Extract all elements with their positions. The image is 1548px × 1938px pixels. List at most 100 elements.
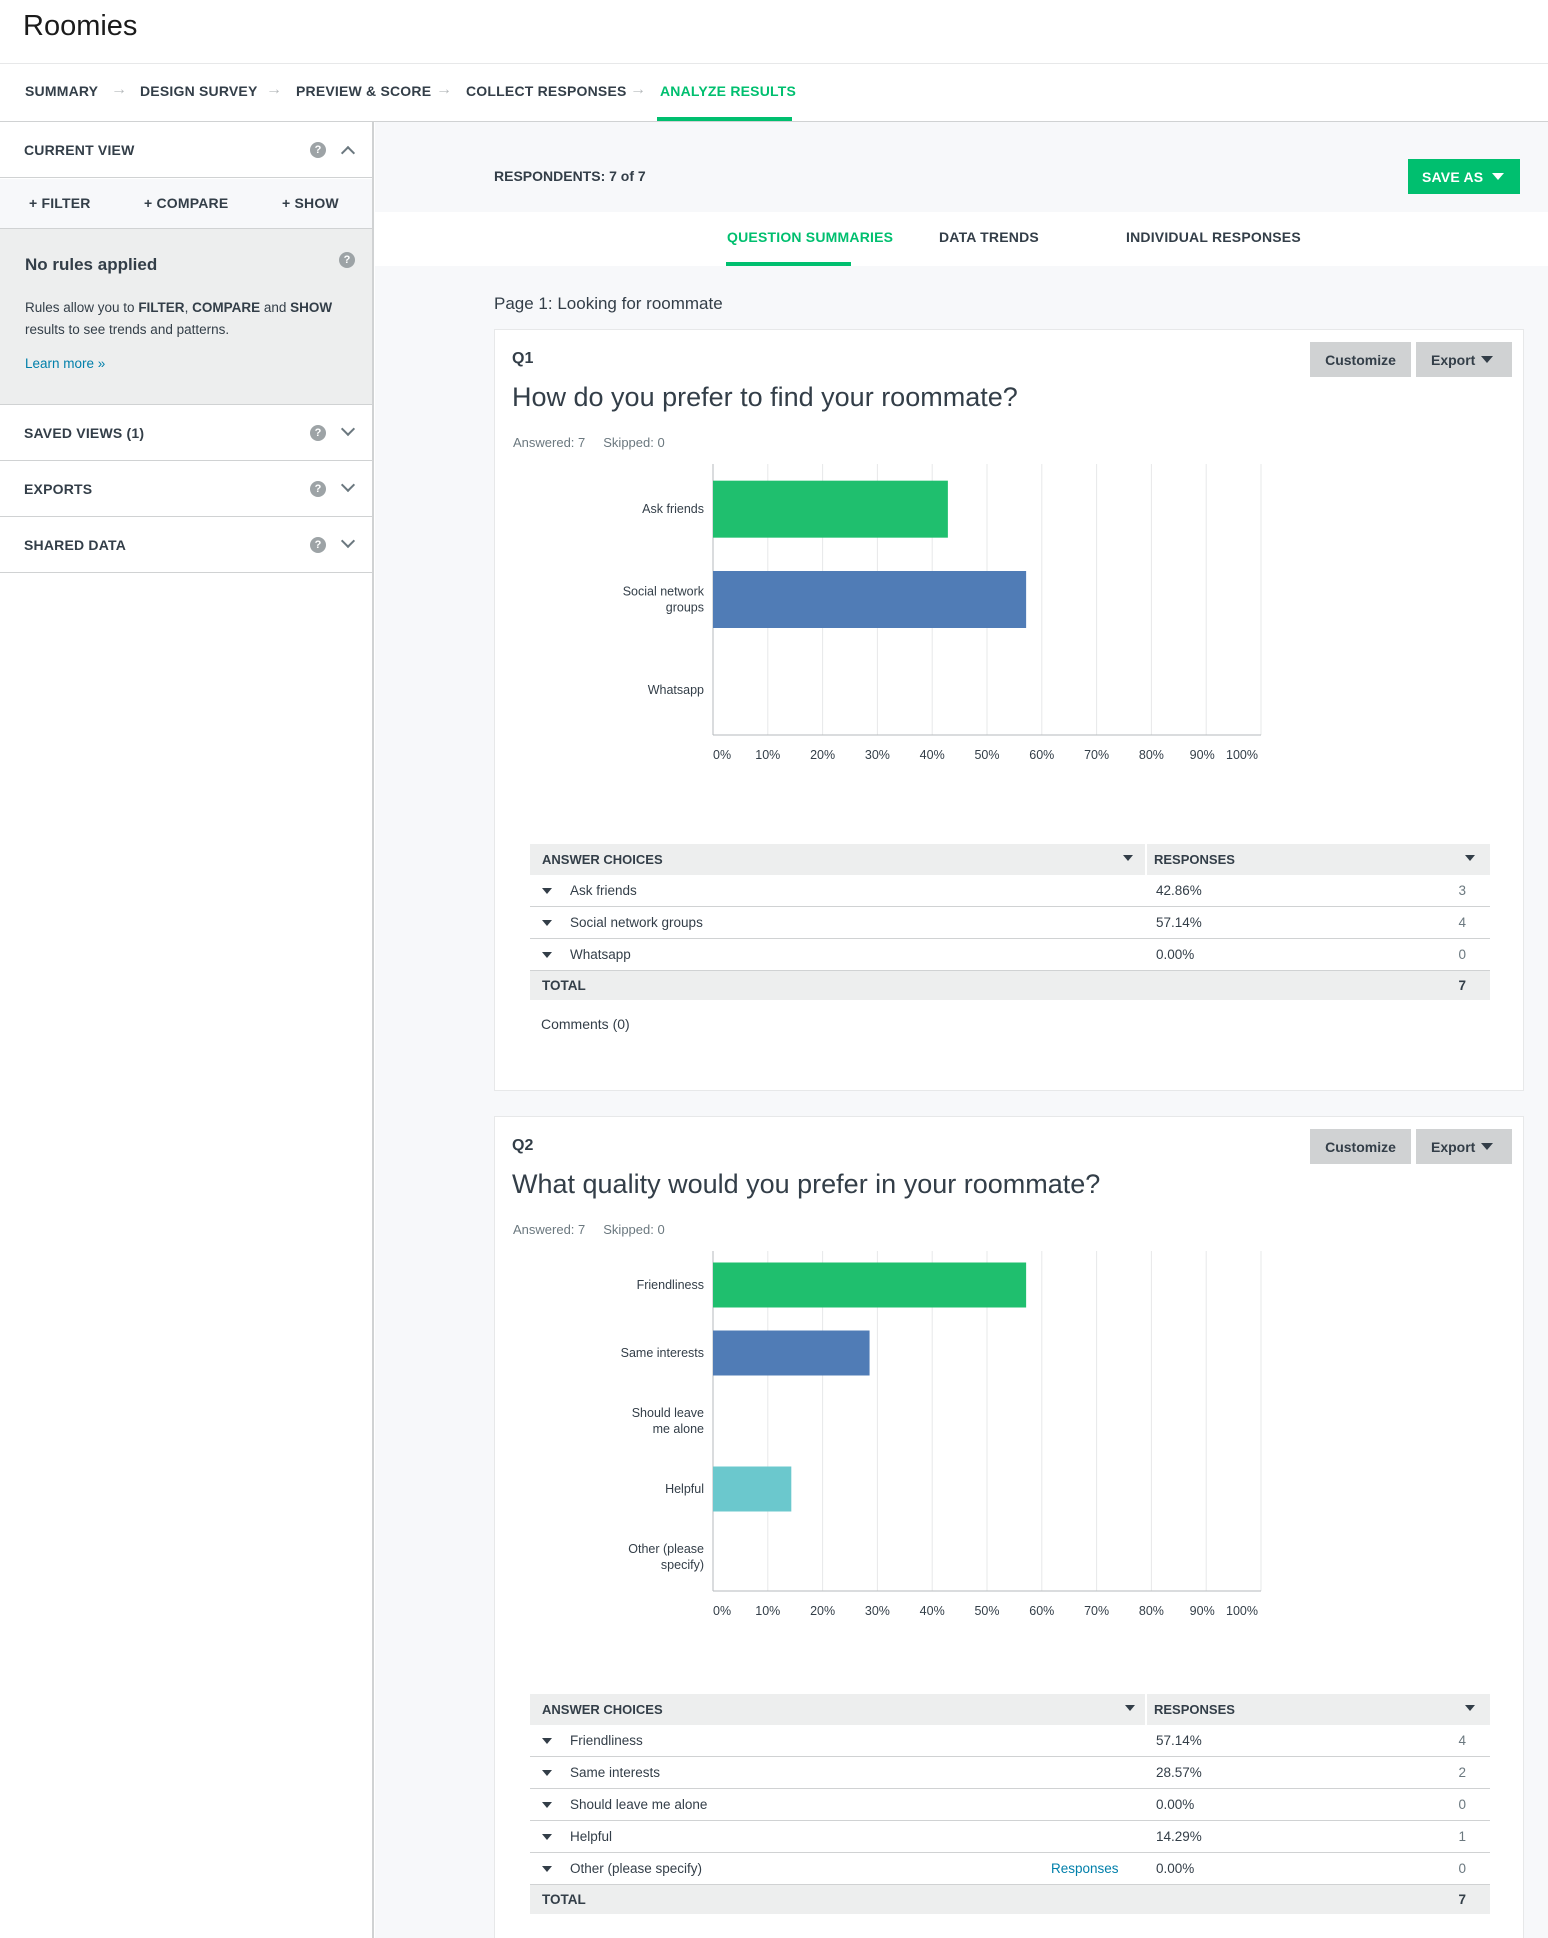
tick-label: 0%	[713, 1604, 731, 1618]
export-button[interactable]: Export	[1416, 342, 1512, 377]
add-compare-button[interactable]: + COMPARE	[144, 195, 229, 211]
sidebar: CURRENT VIEW ? + FILTER + COMPARE + SHOW…	[0, 122, 374, 1938]
customize-button[interactable]: Customize	[1310, 342, 1411, 377]
sort-caret-icon[interactable]	[1125, 1705, 1135, 1711]
caret-down-icon	[1481, 1143, 1493, 1150]
category-label-line: Social network	[623, 585, 705, 599]
customize-button[interactable]: Customize	[1310, 1129, 1411, 1164]
add-filter-button[interactable]: + FILTER	[29, 195, 91, 211]
category-label: Friendliness	[637, 1278, 704, 1292]
step-collect-responses[interactable]: COLLECT RESPONSES	[466, 83, 627, 99]
column-header-answer-choices[interactable]: ANSWER CHOICES	[542, 1702, 663, 1717]
chevron-down-icon[interactable]	[340, 421, 356, 437]
response-percent: 57.14%	[1156, 1733, 1202, 1748]
expand-caret-icon[interactable]	[542, 888, 552, 894]
question-number: Q2	[512, 1137, 534, 1154]
sort-caret-icon[interactable]	[1465, 1705, 1475, 1711]
saved-views-section[interactable]: SAVED VIEWS (1) ?	[0, 405, 372, 461]
tab-individual-responses[interactable]: INDIVIDUAL RESPONSES	[1126, 229, 1301, 245]
table-row: Ask friends 42.86% 3	[530, 875, 1490, 907]
column-header-responses[interactable]: RESPONSES	[1154, 1702, 1235, 1717]
total-label: TOTAL	[542, 978, 586, 993]
bar	[713, 480, 948, 538]
response-count: 1	[1458, 1829, 1466, 1844]
bar	[713, 1466, 792, 1512]
response-percent: 57.14%	[1156, 915, 1202, 930]
table-row: Should leave me alone 0.00% 0	[530, 1789, 1490, 1821]
learn-more-link[interactable]: Learn more »	[25, 356, 106, 371]
answer-choice: Social network groups	[570, 915, 703, 930]
category-label-line: groups	[666, 601, 704, 615]
bar	[713, 1262, 1027, 1308]
table-total-row: TOTAL 7	[530, 1885, 1490, 1914]
expand-caret-icon[interactable]	[542, 1834, 552, 1840]
tick-label: 50%	[974, 1604, 999, 1618]
add-show-button[interactable]: + SHOW	[282, 195, 339, 211]
step-analyze-results[interactable]: ANALYZE RESULTS	[660, 83, 797, 99]
question-title: How do you prefer to find your roommate?	[512, 382, 1018, 412]
tick-label: 0%	[713, 748, 731, 762]
step-preview-score[interactable]: PREVIEW & SCORE	[296, 83, 432, 99]
column-header-responses[interactable]: RESPONSES	[1154, 852, 1235, 867]
column-header-answer-choices[interactable]: ANSWER CHOICES	[542, 852, 663, 867]
tick-label: 10%	[755, 1604, 780, 1618]
chevron-down-icon[interactable]	[340, 533, 356, 549]
tab-data-trends[interactable]: DATA TRENDS	[939, 229, 1039, 245]
table-total-row: TOTAL 7	[530, 971, 1490, 1000]
table-row: Same interests 28.57% 2	[530, 1757, 1490, 1789]
rules-description: Rules allow you to FILTER, COMPARE and S…	[25, 300, 333, 337]
arrow-right-icon: →	[630, 81, 646, 98]
column-divider	[1145, 1694, 1147, 1725]
question-title: What quality would you prefer in your ro…	[512, 1169, 1101, 1199]
response-percent: 0.00%	[1156, 947, 1195, 962]
export-button[interactable]: Export	[1416, 1129, 1512, 1164]
tick-label: 90%	[1190, 1604, 1215, 1618]
help-icon[interactable]: ?	[310, 481, 326, 497]
chevron-down-icon[interactable]	[340, 477, 356, 493]
response-count: 0	[1458, 1797, 1466, 1812]
expand-caret-icon[interactable]	[542, 1738, 552, 1744]
tick-label: 70%	[1084, 1604, 1109, 1618]
step-summary[interactable]: SUMMARY	[25, 83, 99, 99]
responses-link[interactable]: Responses	[1051, 1861, 1119, 1876]
category-label-line: Helpful	[665, 1482, 704, 1496]
tick-label: 20%	[810, 748, 835, 762]
response-count: 4	[1458, 915, 1466, 930]
tick-label: 30%	[865, 748, 890, 762]
save-as-button[interactable]: SAVE AS	[1408, 159, 1520, 194]
tab-question-summaries[interactable]: QUESTION SUMMARIES	[727, 229, 894, 245]
sort-caret-icon[interactable]	[1123, 855, 1133, 861]
expand-caret-icon[interactable]	[542, 1866, 552, 1872]
step-design-survey[interactable]: DESIGN SURVEY	[140, 83, 258, 99]
help-icon[interactable]: ?	[310, 537, 326, 553]
tick-label: 10%	[755, 748, 780, 762]
bar-chart-q1: 0% 10% 20% 30% 40% 50% 60% 70% 80% 90% 100% Ask fri…	[623, 464, 1262, 762]
exports-section[interactable]: EXPORTS ?	[0, 461, 372, 517]
total-value: 7	[1458, 1892, 1466, 1907]
category-label-line: Friendliness	[637, 1278, 704, 1292]
help-icon[interactable]: ?	[310, 142, 326, 158]
question-stats: Answered: 7 Skipped: 0	[513, 435, 665, 450]
sort-caret-icon[interactable]	[1465, 855, 1475, 861]
step-navigation: SUMMARY → DESIGN SURVEY → PREVIEW & SCOR…	[0, 65, 1548, 122]
category-label: Ask friends	[642, 502, 704, 516]
help-icon[interactable]: ?	[339, 252, 355, 268]
results-main: RESPONDENTS: 7 of 7 SAVE AS QUESTION SUM…	[375, 122, 1548, 1938]
help-icon[interactable]: ?	[310, 425, 326, 441]
comments-link[interactable]: Comments (0)	[541, 1016, 630, 1032]
category-label: Helpful	[665, 1482, 704, 1496]
save-as-label: SAVE AS	[1422, 168, 1484, 185]
expand-caret-icon[interactable]	[542, 1770, 552, 1776]
answer-choice: Other (please specify)	[570, 1861, 703, 1876]
answered-count: Answered: 7	[513, 435, 586, 450]
chevron-up-icon[interactable]	[340, 145, 356, 161]
current-view-header[interactable]: CURRENT VIEW ?	[0, 122, 372, 178]
app-header: Roomies	[0, 0, 1548, 64]
table-header: ANSWER CHOICES RESPONSES	[530, 1694, 1490, 1725]
response-count: 3	[1458, 883, 1466, 898]
expand-caret-icon[interactable]	[542, 952, 552, 958]
response-count: 2	[1458, 1765, 1466, 1780]
shared-data-section[interactable]: SHARED DATA ?	[0, 517, 372, 573]
expand-caret-icon[interactable]	[542, 920, 552, 926]
expand-caret-icon[interactable]	[542, 1802, 552, 1808]
